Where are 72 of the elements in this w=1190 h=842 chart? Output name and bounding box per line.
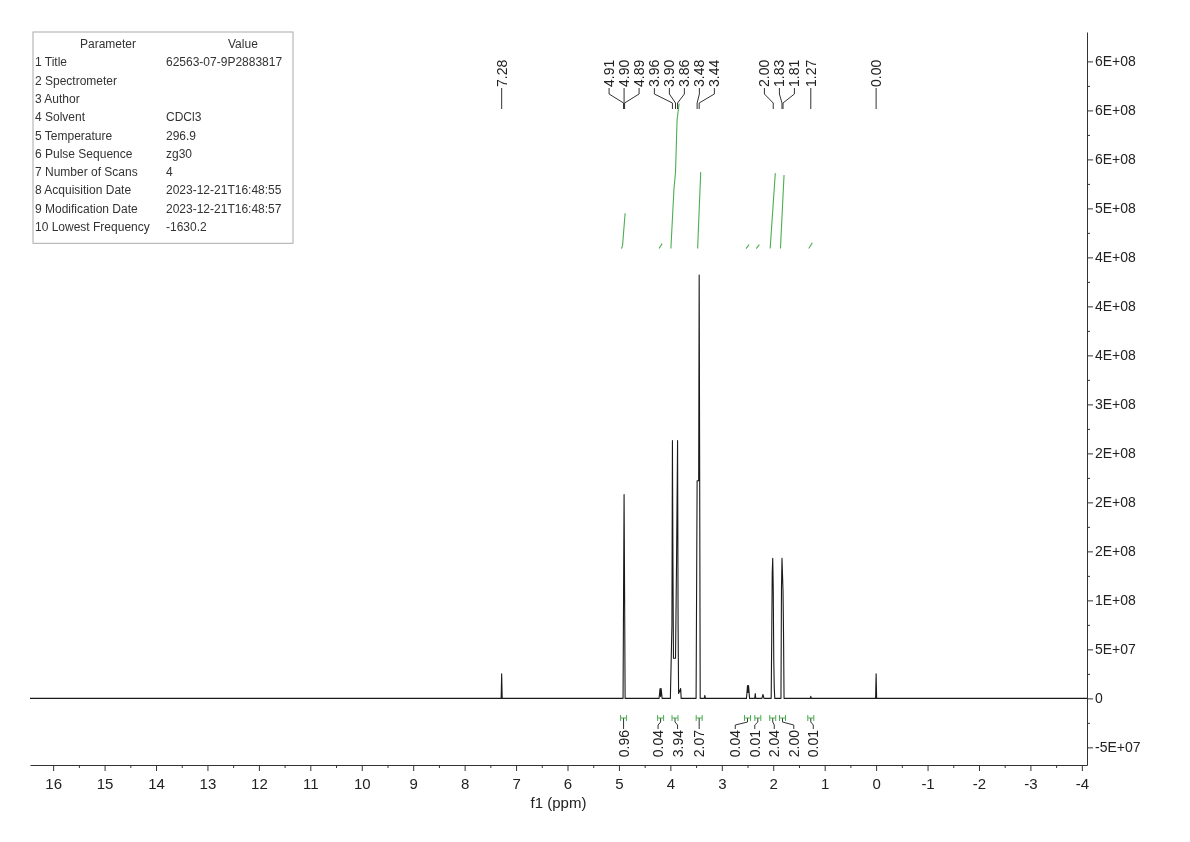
y-tick-label: 5E+07	[1095, 641, 1137, 658]
y-tick-label: 4E+08	[1095, 249, 1137, 266]
annotation: 3.96	[646, 59, 663, 87]
annotation: 1.27	[802, 59, 819, 87]
x-tick-label: 6	[563, 775, 573, 792]
x-tick-label: 16	[45, 775, 62, 792]
text: 6 Pulse Sequence zg30	[35, 146, 193, 161]
x-tick-label: 7	[512, 775, 521, 792]
text: 8 Acquisition Date 2023-12-21T16:48:55	[35, 183, 282, 198]
annotation: 2.07	[691, 729, 708, 758]
y-tick-label: 0	[1095, 690, 1103, 707]
x-tick-label: 11	[303, 775, 319, 792]
text: 1 Title 62563-07-9P2883817	[35, 55, 283, 70]
text: 7 Number of Scans 4	[35, 165, 173, 180]
annotation: 0.04	[727, 729, 744, 758]
annotation: 1.83	[771, 59, 788, 87]
x-tick-label: -1	[921, 775, 935, 792]
text: 10 Lowest Frequency -1630.2	[35, 220, 207, 234]
annotation: 0.01	[805, 729, 822, 758]
line-series	[29, 274, 1088, 699]
annotation: 4.91	[601, 59, 618, 87]
annotation: 3.90	[661, 59, 678, 87]
x-tick-label: 13	[199, 775, 217, 792]
annotation: 7.28	[493, 59, 510, 87]
x-tick-label: 10	[353, 775, 371, 792]
text: 5 Temperature 296.9	[35, 128, 197, 143]
annotation: 0.96	[615, 729, 632, 758]
x-tick-label: 8	[460, 775, 470, 792]
annotation: 2.04	[766, 729, 783, 758]
annotation: 0.01	[746, 729, 763, 758]
y-tick-label: 4E+08	[1095, 298, 1137, 315]
x-tick-label: 14	[148, 775, 165, 792]
y-tick-label: 6E+08	[1095, 53, 1137, 70]
text: Parameter Value	[80, 37, 258, 51]
x-tick-label: 12	[251, 775, 268, 792]
annotation: 2.00	[756, 59, 773, 87]
x-tick-label: 0	[872, 775, 881, 792]
x-tick-label: 5	[615, 775, 624, 792]
text: 9 Modification Date 2023-12-21T16:48:57	[35, 201, 282, 216]
y-tick-label: 2E+08	[1095, 543, 1137, 560]
annotation: 3.86	[676, 59, 693, 87]
y-tick-label: 2E+08	[1095, 494, 1137, 511]
y-tick-label: 4E+08	[1095, 347, 1137, 364]
y-tick-label: -5E+07	[1095, 739, 1141, 756]
x-tick-label: 3	[718, 775, 727, 792]
annotation: 2.00	[785, 729, 802, 758]
x-tick-label: 15	[96, 775, 114, 792]
y-tick-label: 6E+08	[1095, 102, 1137, 119]
y-tick-label: 3E+08	[1095, 396, 1137, 413]
x-tick-label: 2	[769, 775, 778, 792]
annotation: 3.44	[706, 59, 723, 87]
annotation: 0.04	[650, 729, 667, 758]
annotation: 4.89	[631, 59, 648, 87]
annotation: 4.90	[616, 59, 633, 87]
x-tick-label: 4	[666, 775, 676, 792]
text: 4 Solvent CDCl3	[35, 110, 202, 125]
x-tick-label: -4	[1075, 775, 1090, 792]
y-tick-label: 1E+08	[1095, 592, 1137, 609]
annotation: 3.94	[669, 729, 686, 758]
x-axis-title: f1 (ppm)	[530, 794, 587, 811]
annotation: 3.48	[691, 59, 708, 87]
y-tick-label: 5E+08	[1095, 200, 1137, 217]
x-tick-label: 1	[821, 775, 830, 792]
x-tick-label: -2	[972, 775, 987, 792]
x-tick-label: 9	[409, 775, 418, 792]
annotation: 3 Author	[35, 91, 80, 106]
x-tick-label: -3	[1024, 775, 1038, 792]
y-tick-label: 6E+08	[1095, 151, 1137, 168]
annotation: 0.00	[868, 59, 885, 87]
y-tick-label: 2E+08	[1095, 445, 1137, 462]
annotation: 2 Spectrometer	[35, 73, 118, 88]
annotation: 1.81	[786, 59, 803, 87]
